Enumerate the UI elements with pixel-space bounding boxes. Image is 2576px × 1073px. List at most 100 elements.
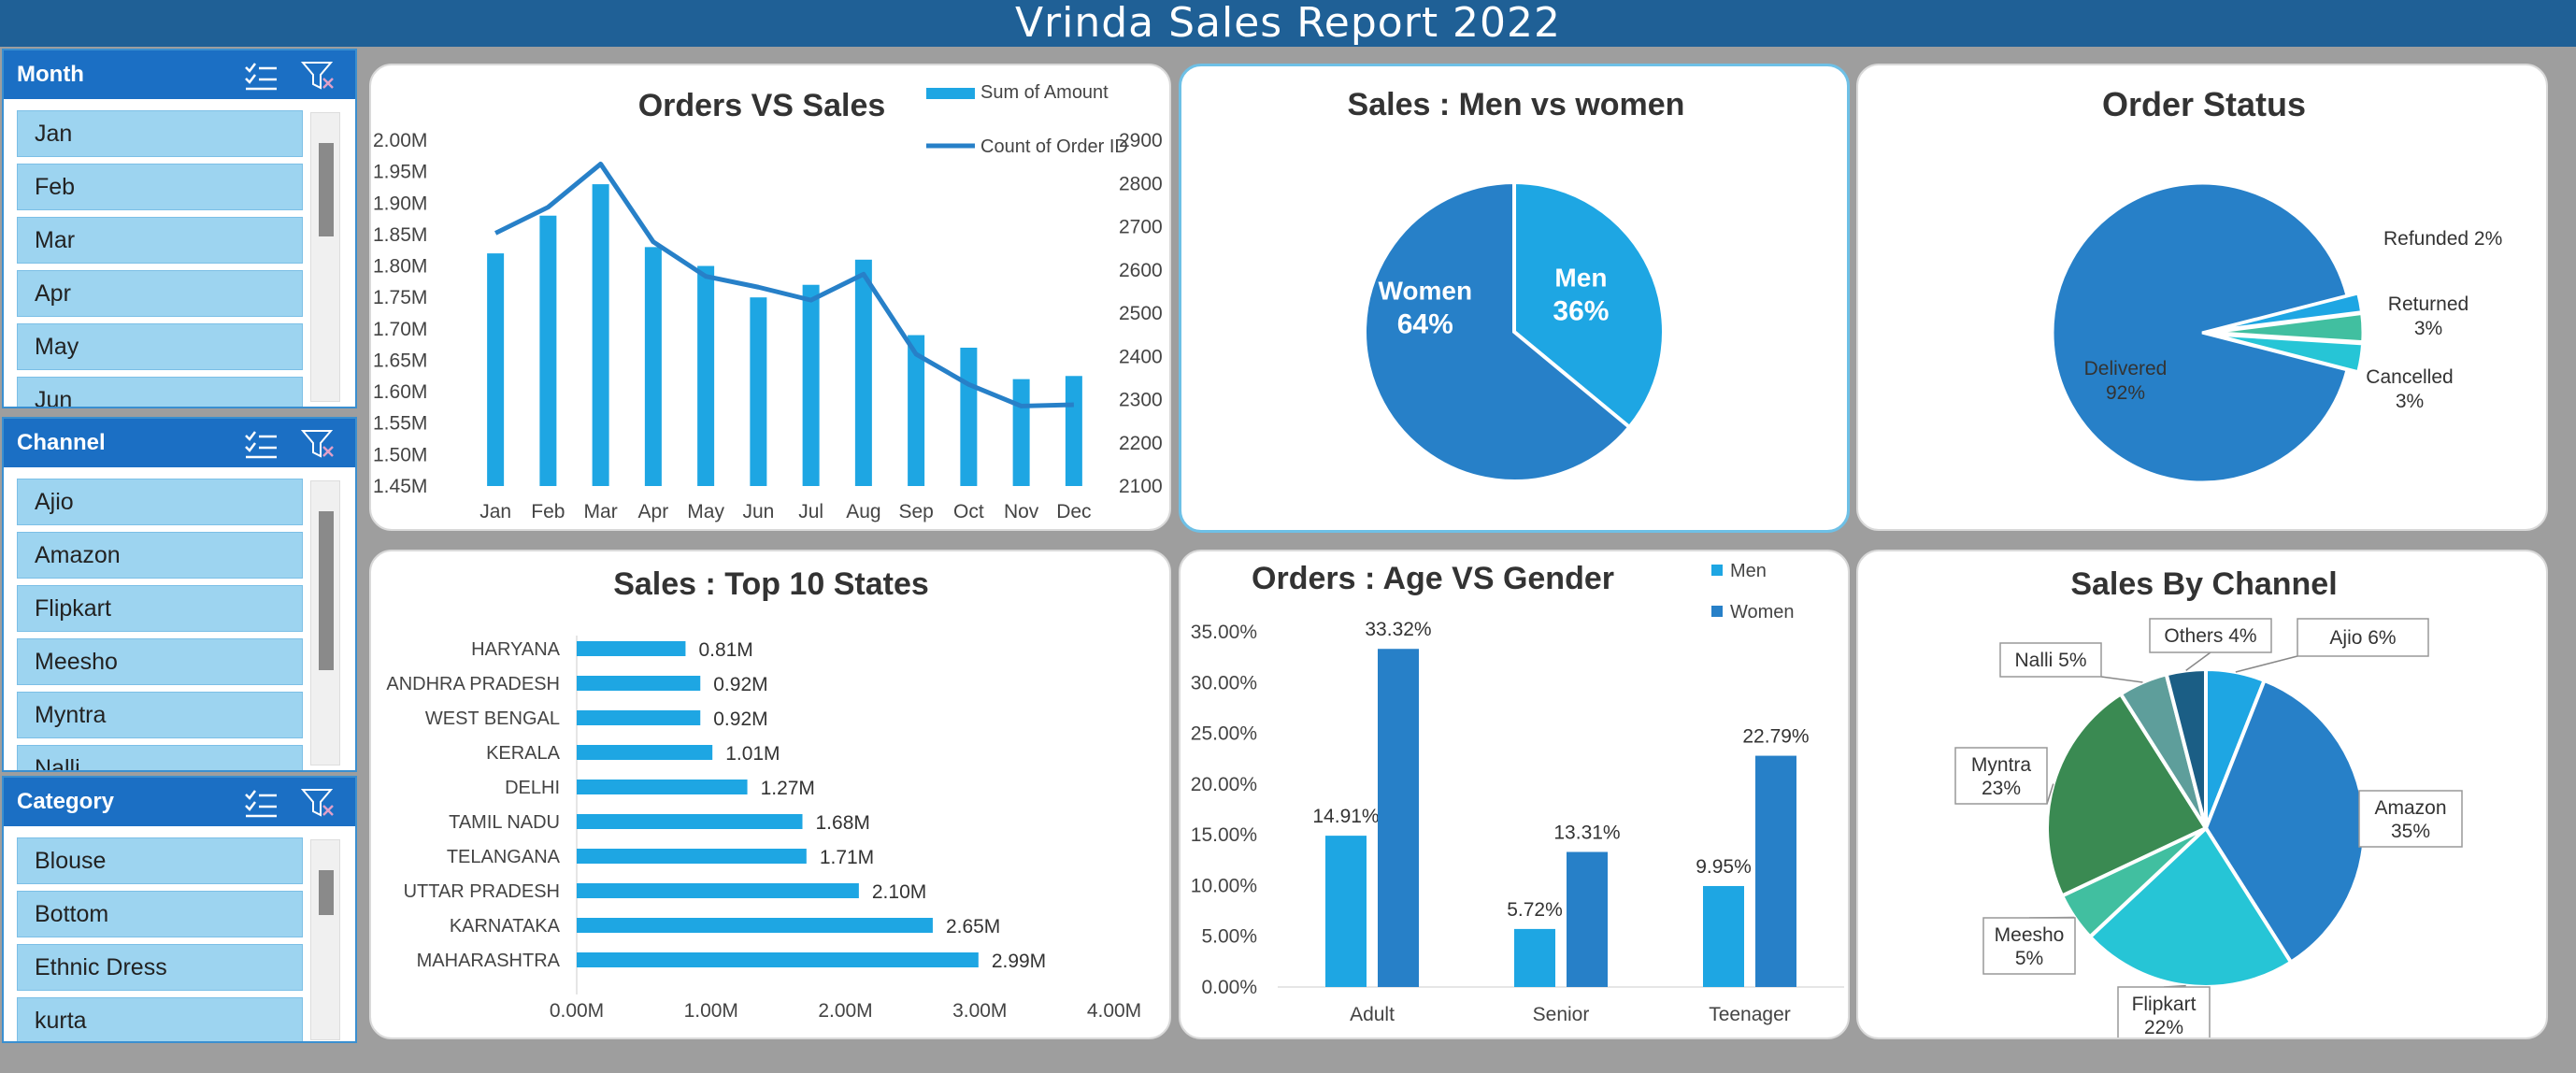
x-tick-label: Dec (1056, 501, 1091, 522)
state-label: ANDHRA PRADESH (386, 674, 560, 694)
x-tick-label: Sep (898, 501, 933, 522)
pie-label-cancelled: Cancelled (2366, 366, 2453, 388)
sales-bar (908, 335, 925, 486)
pie-label: Ajio 6% (2329, 627, 2396, 649)
multi-select-icon[interactable] (243, 60, 279, 92)
slicer-item[interactable]: Ajio (17, 479, 303, 525)
sales-bar (697, 265, 715, 486)
clear-filter-icon[interactable] (301, 787, 336, 819)
top-states-chart: Sales : Top 10 States HARYANA 0.81M ANDHRA … (386, 566, 1141, 1022)
pie-slice-myntra (2045, 691, 2209, 899)
slicer-item[interactable]: Apr (17, 270, 303, 317)
channel-slicer-title: Channel (17, 430, 106, 455)
y-left-tick-label: 2.00M (373, 130, 427, 151)
slicer-item[interactable]: Feb (17, 164, 303, 210)
callout-box (1954, 747, 2048, 805)
x-tick-label: Nov (1004, 501, 1039, 522)
clear-filter-icon[interactable] (301, 428, 336, 460)
callout-box (2117, 986, 2211, 1044)
slicer-item[interactable]: Meesho (17, 638, 303, 685)
slicer-item[interactable]: Blouse (17, 837, 303, 884)
multi-select-icon[interactable] (243, 787, 279, 819)
sales-by-channel-card[interactable]: Sales By Channel Ajio 6% Amazon 35% Flipkart… (1856, 550, 2548, 1044)
category-slicer-header: Category (4, 778, 355, 826)
pie-label: Men (1554, 264, 1607, 293)
pie-label: Women (1378, 276, 1472, 305)
x-tick-label: Jan (479, 501, 511, 522)
sales-bar (644, 247, 662, 486)
multi-select-icon[interactable] (243, 428, 279, 460)
y-right-tick-label: 2600 (1119, 260, 1163, 281)
order-status-card[interactable]: Order Status Delivered 92% Refunded 2% Retur… (1856, 64, 2548, 531)
slicer-scrollbar[interactable] (310, 112, 340, 402)
scrollbar-thumb[interactable] (319, 143, 334, 236)
sales-men-vs-women-card[interactable]: Sales : Men vs women Men 36% Women 64% (1179, 64, 1850, 533)
state-label: UTTAR PRADESH (404, 881, 560, 902)
x-tick-label: Jun (742, 501, 774, 522)
pie-pct-label: 36% (1553, 296, 1609, 327)
slicer-item[interactable]: May (17, 323, 303, 370)
pie-label: Flipkart (2132, 994, 2197, 1015)
month-slicer[interactable]: Month Jan Feb Mar Apr May Jun (2, 49, 357, 408)
pie-pct-label: 23% (1982, 778, 2021, 799)
channel-slicer[interactable]: Channel Ajio Amazon Flipkart Meesho Mynt… (2, 417, 357, 772)
callout-box (2297, 618, 2429, 657)
callout-box (2358, 790, 2463, 848)
category-slicer-title: Category (17, 789, 115, 814)
callout-box (1982, 917, 2076, 975)
y-left-tick-label: 1.55M (373, 413, 427, 435)
y-left-tick-label: 1.45M (373, 476, 427, 497)
chart-title: Sales By Channel (2070, 566, 2337, 602)
slicer-item[interactable]: Ethnic Dress (17, 944, 303, 991)
chart-title: Sales : Men vs women (1348, 87, 1685, 122)
state-bar (577, 814, 803, 829)
y-left-tick-label: 1.70M (373, 319, 427, 340)
y-left-tick-label: 1.75M (373, 287, 427, 308)
scrollbar-thumb[interactable] (319, 870, 334, 915)
slicer-item[interactable]: Amazon (17, 532, 303, 579)
x-tick-label: Jul (798, 501, 823, 522)
bar-value-label: 22.79% (1742, 726, 1809, 748)
pie-label: Nalli 5% (2014, 650, 2086, 671)
slicer-item[interactable]: Myntra (17, 692, 303, 738)
legend-swatch (1711, 565, 1723, 576)
sales-bar (854, 259, 872, 486)
category-slicer[interactable]: Category Blouse Bottom Ethnic Dress kurt… (2, 776, 357, 1043)
y-left-tick-label: 1.90M (373, 193, 427, 214)
slicer-item[interactable]: Nalli (17, 745, 303, 770)
order-status-chart: Order Status Delivered 92% Refunded 2% Retur… (2051, 85, 2502, 484)
y-left-tick-label: 1.95M (373, 162, 427, 183)
age-vs-gender-card[interactable]: Orders : Age VS Gender 35.00% 30.00% 25.00%… (1179, 550, 1850, 1039)
y-right-tick-label: 2800 (1119, 173, 1163, 194)
leader-line (2185, 651, 2211, 671)
bar-value-label: 13.31% (1553, 822, 1620, 843)
x-tick-label: Teenager (1709, 1004, 1791, 1025)
x-tick-label: Adult (1350, 1004, 1395, 1025)
x-tick-label: 4.00M (1087, 1000, 1141, 1022)
slicer-item[interactable]: Bottom (17, 891, 303, 937)
slicer-item[interactable]: Mar (17, 217, 303, 264)
slicer-item[interactable]: Flipkart (17, 585, 303, 632)
y-left-tick-label: 1.50M (373, 444, 427, 465)
pie-slice-refunded (2212, 292, 2364, 333)
top-states-card[interactable]: Sales : Top 10 States HARYANA 0.81M ANDHRA … (369, 550, 1171, 1039)
pie-label-returned: Returned (2388, 293, 2469, 315)
slicer-scrollbar[interactable] (310, 480, 340, 765)
state-bar (577, 710, 701, 725)
age-gender-bar (1755, 755, 1796, 987)
pie-slice-men (1512, 179, 1666, 430)
clear-filter-icon[interactable] (301, 60, 336, 92)
slicer-item[interactable]: kurta (17, 997, 303, 1041)
slicer-scrollbar[interactable] (310, 839, 340, 1040)
scrollbar-thumb[interactable] (319, 511, 334, 670)
slicer-item[interactable]: Jan (17, 110, 303, 157)
bar-value-label: 33.32% (1365, 619, 1431, 640)
bar-value-label: 1.01M (725, 743, 780, 765)
y-left-tick-label: 1.80M (373, 256, 427, 278)
pie-slice-cancelled (2212, 333, 2365, 374)
state-bar (577, 849, 807, 864)
slicer-item[interactable]: Jun (17, 377, 303, 407)
orders-vs-sales-card[interactable]: Orders VS Sales 2.00M 1.95M 1.90M 1.85M 1.80M… (369, 64, 1171, 531)
report-title: Vrinda Sales Report 2022 (0, 0, 2576, 47)
